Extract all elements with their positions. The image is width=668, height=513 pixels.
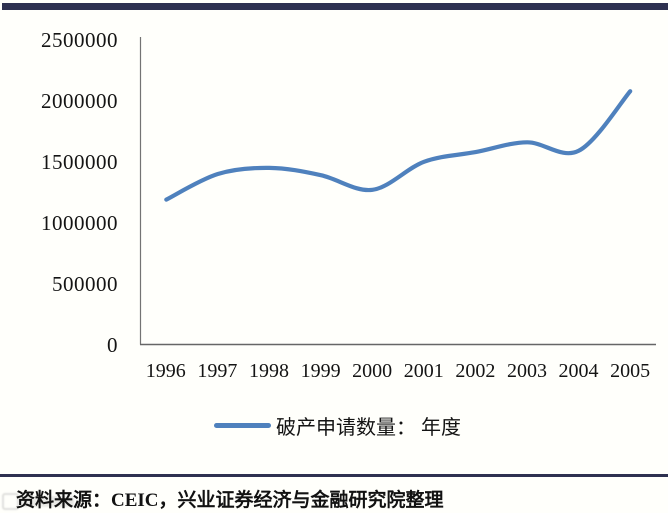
x-axis-tick-label: 1997 xyxy=(197,359,238,382)
x-axis: 1996 1997 1998 1999 2000 2001 2002 2003 … xyxy=(140,358,656,384)
y-axis-tick-label: 2000000 xyxy=(41,89,118,113)
y-axis-tick-label: 1000000 xyxy=(41,211,118,235)
x-axis-tick-label: 2000 xyxy=(352,359,393,382)
x-axis-tick-label: 2002 xyxy=(455,359,496,382)
x-axis-tick-label: 2003 xyxy=(506,359,547,382)
x-axis-tick-label: 2005 xyxy=(610,359,651,382)
legend-line-swatch xyxy=(214,422,271,428)
x-axis-tick-label: 2001 xyxy=(403,359,444,382)
x-axis-tick-label: 1999 xyxy=(300,359,341,382)
y-axis-tick-label: 0 xyxy=(107,333,118,357)
series-line xyxy=(164,89,633,202)
footer-divider xyxy=(0,474,668,477)
top-accent-bar xyxy=(2,3,668,10)
legend-label: 破产申请数量： 年度 xyxy=(276,416,461,439)
source-note: 资料来源：CEIC，兴业证券经济与金融研究院整理 xyxy=(16,490,444,511)
y-axis-tick-label: 500000 xyxy=(52,272,118,296)
bankruptcy-filings-line-chart xyxy=(139,37,656,346)
chart-legend: 破产申请数量： 年度 xyxy=(214,411,461,439)
x-axis-tick-label: 1996 xyxy=(145,359,186,382)
y-axis-tick-label: 2500000 xyxy=(41,28,118,52)
x-axis-tick-label: 2004 xyxy=(558,359,599,382)
y-axis-tick-label: 1500000 xyxy=(41,150,118,174)
x-axis-tick-label: 1998 xyxy=(248,359,289,382)
